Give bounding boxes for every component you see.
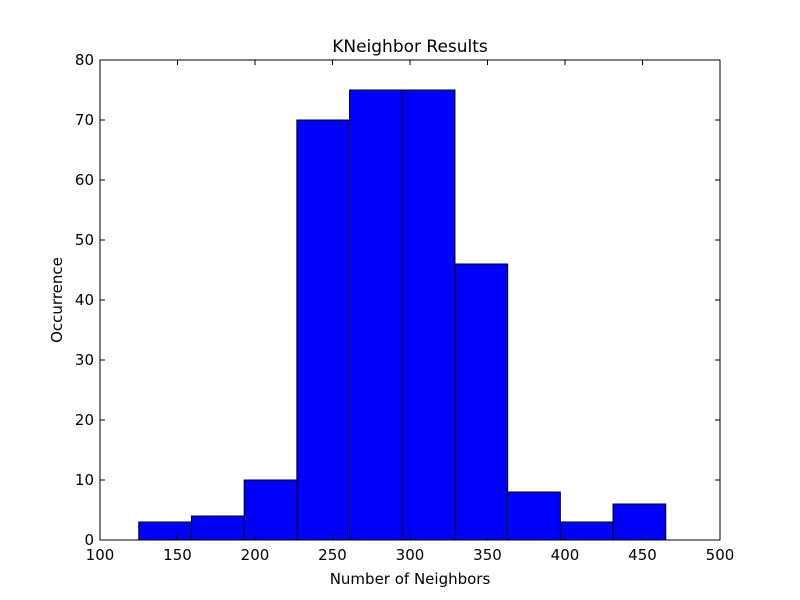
x-tick-label: 500	[706, 546, 735, 564]
y-axis-label: Occurrence	[48, 257, 66, 343]
histogram-bar-8	[559, 521, 614, 541]
histogram-bar-9	[612, 503, 667, 541]
y-tick-label: 50	[75, 231, 94, 249]
x-tick-label: 250	[318, 546, 347, 564]
y-tick-label: 80	[75, 51, 94, 69]
histogram-bar-1	[190, 515, 245, 541]
bars-group	[138, 89, 667, 541]
y-tick-label: 30	[75, 351, 94, 369]
histogram-bar-5	[401, 89, 456, 541]
histogram-bar-2	[243, 479, 298, 541]
x-tick-label: 450	[628, 546, 657, 564]
x-tick-label: 400	[551, 546, 580, 564]
ticks-group: 100 150 200 250 300 350 400 450 500 0 10 20 30 40 50 60…	[75, 51, 734, 564]
plot-frame	[99, 59, 721, 541]
histogram-bar-3	[296, 119, 351, 541]
y-tick-label: 60	[75, 171, 94, 189]
y-tick-label: 0	[84, 531, 94, 549]
y-tick-label: 10	[75, 471, 94, 489]
x-tick-label: 350	[473, 546, 502, 564]
histogram-bar-7	[507, 491, 561, 541]
x-tick-label: 150	[163, 546, 192, 564]
x-axis-label: Number of Neighbors	[330, 570, 491, 588]
y-tick-label: 20	[75, 411, 94, 429]
y-tick-label: 70	[75, 111, 94, 129]
x-tick-label: 100	[86, 546, 115, 564]
x-tick-label: 300	[396, 546, 425, 564]
histogram-bar-6	[454, 263, 509, 541]
x-tick-label: 200	[241, 546, 270, 564]
histogram-bar-4	[349, 89, 403, 541]
chart-title: KNeighbor Results	[332, 37, 488, 57]
histogram-bar-0	[138, 521, 192, 541]
y-tick-label: 40	[75, 291, 94, 309]
